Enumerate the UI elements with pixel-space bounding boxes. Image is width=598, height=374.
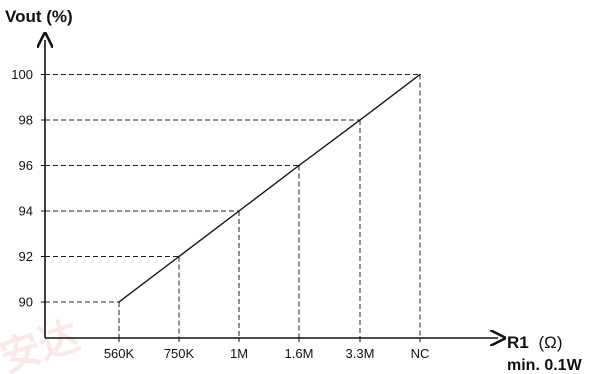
y-tick-label: 98 — [19, 113, 33, 128]
data-point — [419, 73, 421, 76]
x-tick-label: 1.6M — [285, 346, 314, 361]
svg-text:安达: 安达 — [0, 313, 85, 374]
data-point — [238, 210, 240, 212]
y-tick-label: 92 — [19, 249, 33, 264]
y-tick-label: 96 — [19, 158, 33, 173]
x-axis-title-main: R1 — [507, 333, 529, 352]
x-tick-label: 750K — [164, 346, 195, 361]
x-tick-label: 560K — [104, 346, 135, 361]
y-tick-label: 94 — [19, 204, 33, 219]
data-point — [178, 255, 180, 258]
data-point — [298, 164, 300, 167]
y-tick-label: 90 — [19, 295, 33, 310]
y-axis-title: Vout (%) — [5, 7, 73, 26]
data-point — [118, 301, 120, 303]
y-ticks: 90 92 94 96 98 100 — [11, 67, 45, 310]
x-tick-label: NC — [411, 346, 430, 361]
x-axis-title-unit: (Ω) — [538, 333, 562, 352]
x-axis-note: min. 0.1W — [507, 357, 583, 374]
x-tick-label: 3.3M — [346, 346, 375, 361]
x-axis-title: R1 (Ω) — [507, 333, 563, 352]
dashed-guides — [45, 74, 421, 338]
x-ticks: 560K 750K 1M 1.6M 3.3M NC — [104, 338, 430, 361]
series-group — [118, 73, 421, 303]
data-point — [359, 119, 361, 121]
series-line — [118, 73, 421, 303]
x-tick-label: 1M — [230, 346, 248, 361]
watermark-logo: 安达 — [0, 313, 85, 374]
y-tick-label: 100 — [11, 67, 33, 82]
